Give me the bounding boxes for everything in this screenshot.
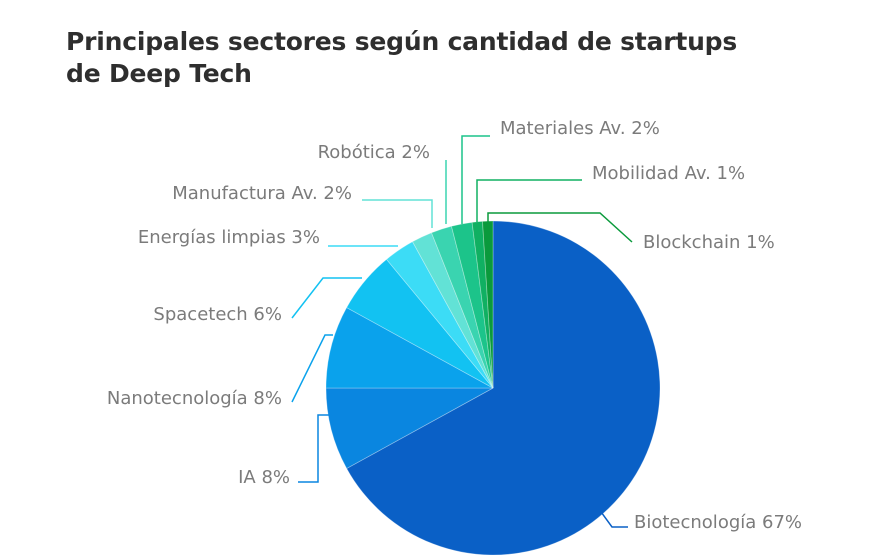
slice-label: Materiales Av. 2% <box>500 118 660 139</box>
slice-label: Manufactura Av. 2% <box>172 183 352 204</box>
pie-slice-ia <box>325 387 494 469</box>
leader-line <box>291 334 333 403</box>
leader-line <box>298 414 330 483</box>
chart-title-line-2: de Deep Tech <box>66 59 252 88</box>
slice-label: Nanotecnología 8% <box>107 388 282 409</box>
chart-title-line-1: Principales sectores según cantidad de s… <box>66 27 738 56</box>
pie-slice-biotecnolog-a <box>346 220 661 556</box>
pie-slice-nanotecnolog-a <box>325 307 494 389</box>
pie-slice-rob-tica <box>431 225 494 389</box>
slice-label: Biotecnología 67% <box>634 512 802 533</box>
slice-label: Energías limpias 3% <box>138 227 320 248</box>
slice-label: Mobilidad Av. 1% <box>592 163 745 184</box>
leader-line <box>461 135 490 224</box>
slice-label: Robótica 2% <box>318 142 430 163</box>
pie-slice-energ-as-limpias <box>385 241 494 389</box>
pie-slice-manufactura-av- <box>412 232 494 389</box>
leader-line <box>487 212 633 243</box>
pie-slice-spacetech <box>346 258 494 389</box>
leader-line <box>291 277 362 319</box>
slice-label: Spacetech 6% <box>153 304 282 325</box>
leader-line <box>362 199 433 228</box>
slice-label: IA 8% <box>238 467 290 488</box>
slice-label: Blockchain 1% <box>643 232 775 253</box>
leader-line <box>595 504 628 528</box>
leader-line <box>476 179 582 222</box>
chart-title: Principales sectores según cantidad de s… <box>66 26 737 90</box>
